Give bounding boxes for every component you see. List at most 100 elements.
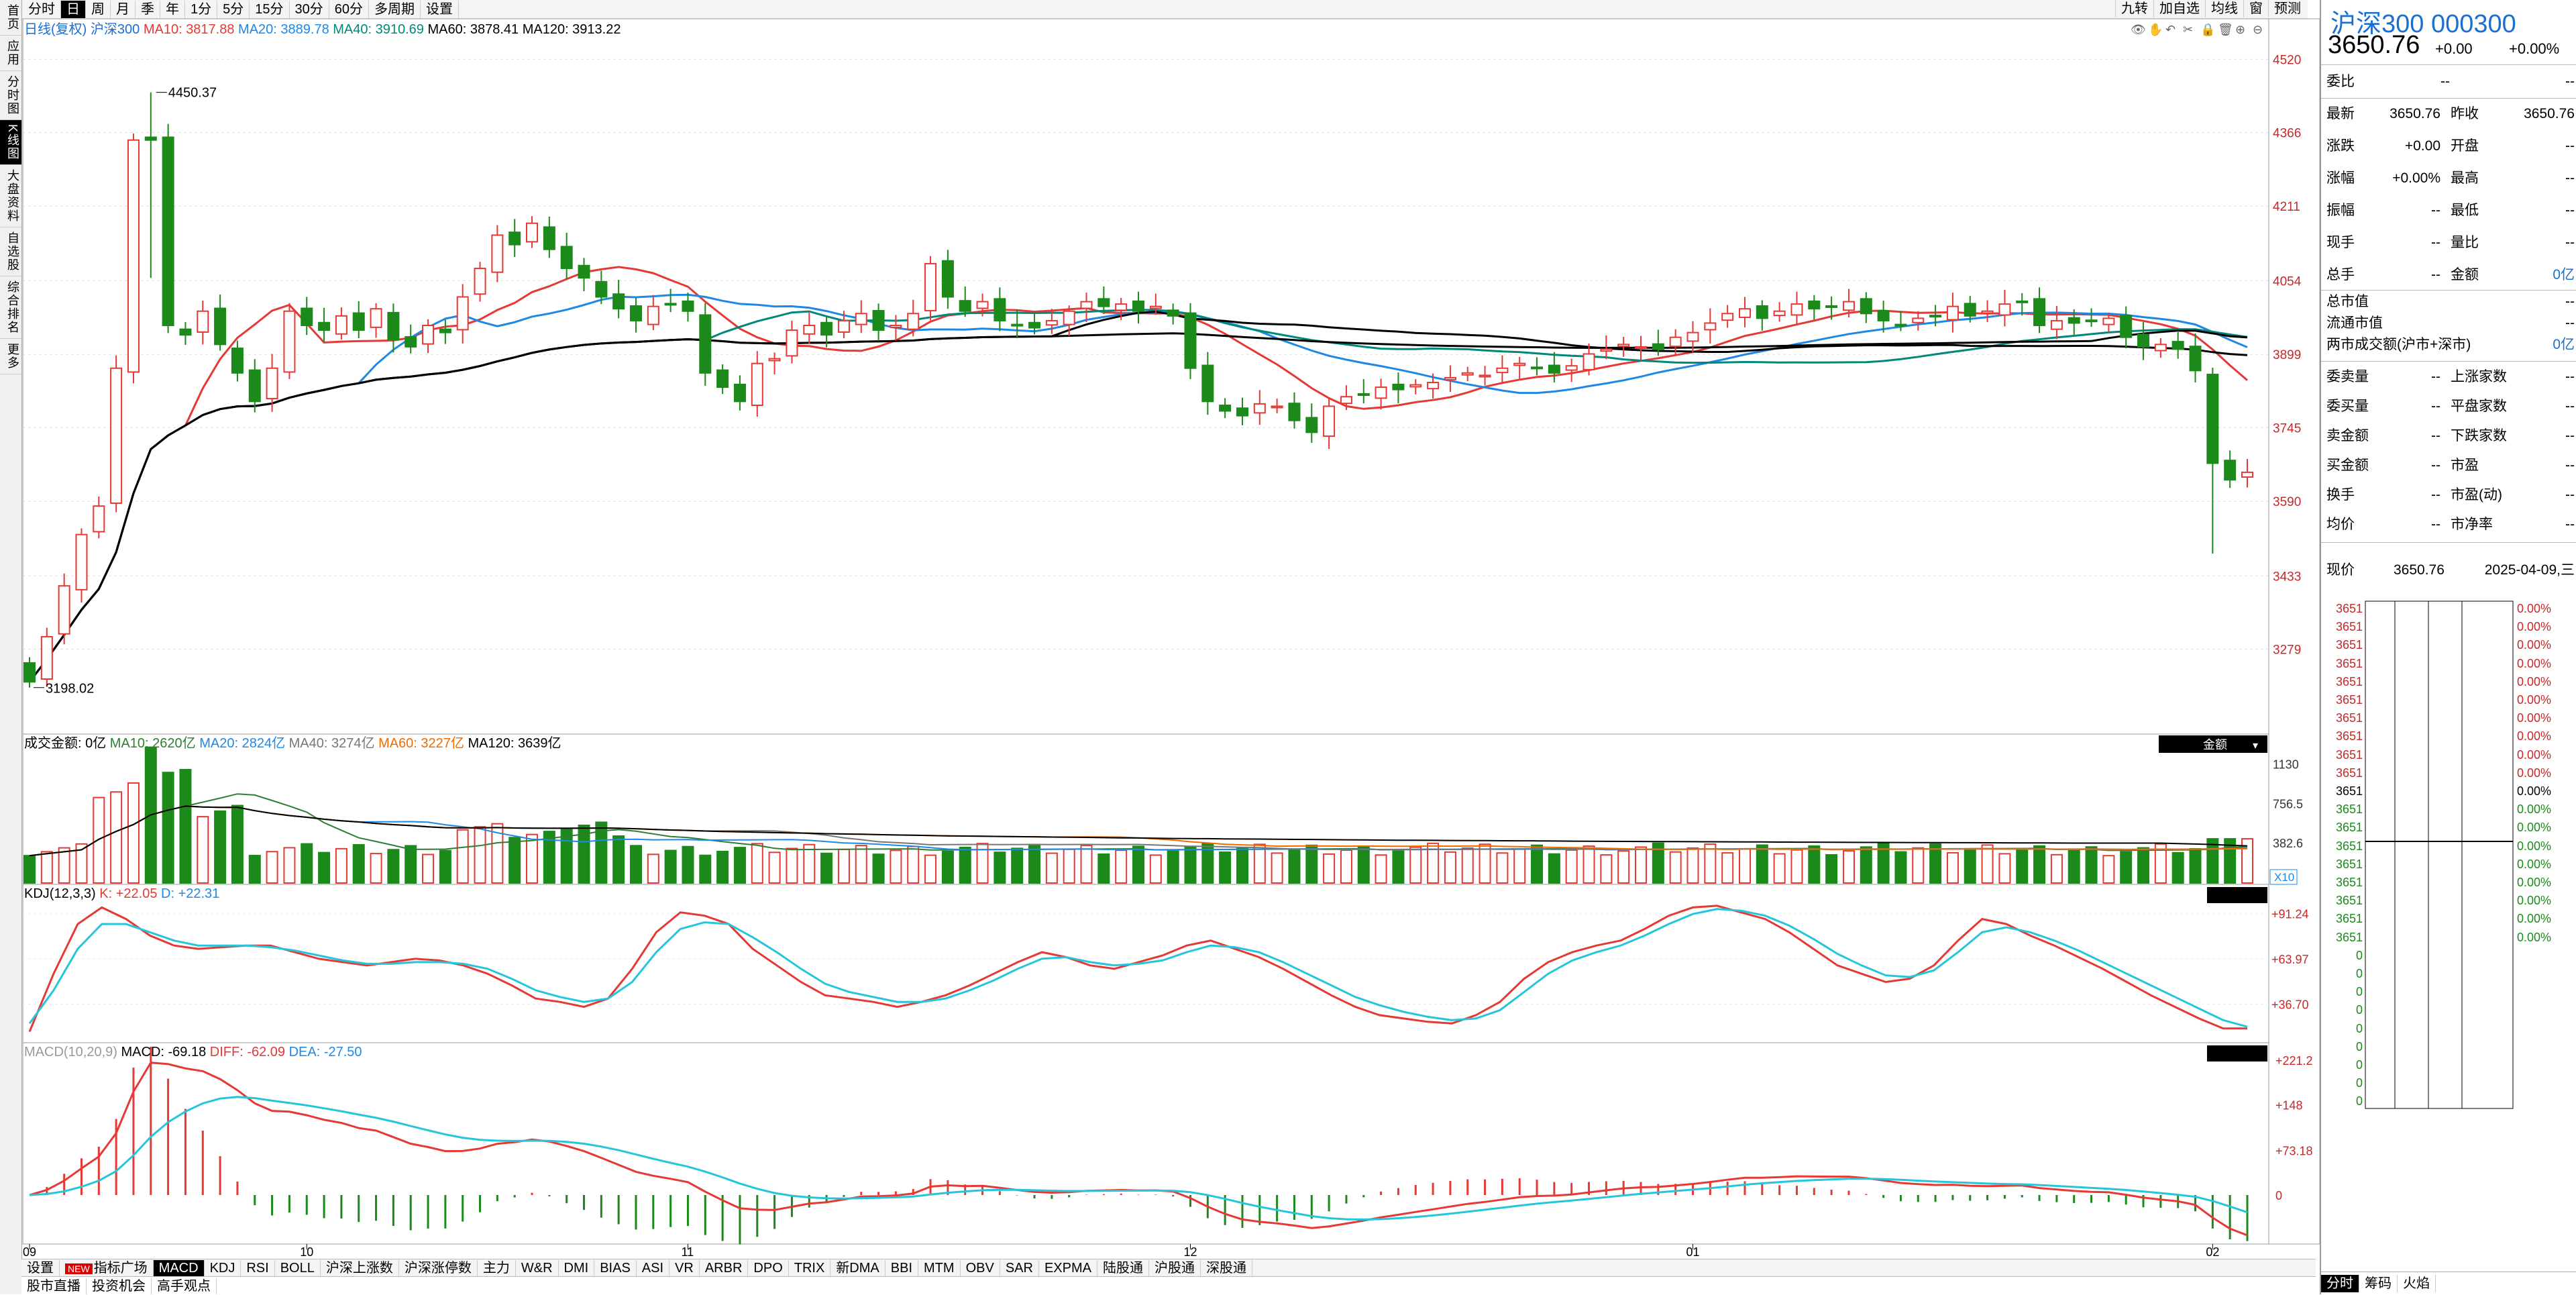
left-nav-item-5[interactable]: 自选股 [0,227,21,277]
indicator-tab-1[interactable]: NEW 指标广场 [60,1260,154,1276]
left-nav-item-7[interactable]: 更多 [0,339,21,375]
quote-tab-0[interactable]: 分时 [2321,1275,2359,1292]
volume-bar [2068,849,2080,884]
eye-icon[interactable]: 👁 [2131,23,2146,36]
volume-selector[interactable] [2159,735,2267,753]
quote-tab-1[interactable]: 筹码 [2359,1275,2398,1292]
indicator-tab-21[interactable]: SAR [1000,1260,1039,1276]
indicator-tab-6[interactable]: 沪深上涨数 [321,1260,399,1276]
left-nav-item-3[interactable]: K线图 [0,120,21,166]
period-button-4[interactable]: 季 [136,1,160,18]
trash-icon[interactable]: 🗑 [2218,23,2233,36]
indicator-tab-23[interactable]: 陆股通 [1097,1260,1149,1276]
indicator-tab-3[interactable]: KDJ [205,1260,241,1276]
volume-bar [422,853,435,884]
volume-bar [1184,846,1197,884]
order-book-pct: 0.00% [2517,766,2552,780]
divider [2321,290,2576,291]
indicator-tab-18[interactable]: BBI [885,1260,919,1276]
candle [543,226,555,250]
tool-button-2[interactable]: 均线 [2205,0,2243,17]
indicator-tab-4[interactable]: RSI [241,1260,275,1276]
indicator-tab-0[interactable]: 设置 [21,1260,60,1276]
order-book-pct: 0.00% [2517,747,2552,762]
period-button-1[interactable]: 日 [61,1,86,18]
order-book-pct: 0.00% [2517,839,2552,853]
indicator-tab-20[interactable]: OBV [961,1260,1000,1276]
period-button-12[interactable]: 设置 [421,1,459,18]
indicator-tab-2[interactable]: MACD [153,1260,205,1276]
indicator-tab-25[interactable]: 深股通 [1201,1260,1252,1276]
volume-bar [907,845,920,884]
quote-v2: 3650.76 [2524,106,2575,121]
period-button-0[interactable]: 分时 [23,1,61,18]
period-button-11[interactable]: 多周期 [369,1,421,18]
candle [214,307,227,346]
indicator-tab-13[interactable]: VR [669,1260,700,1276]
lock-icon[interactable]: 🔒 [2200,23,2215,36]
indicator-tab-9[interactable]: W&R [516,1260,559,1276]
candle [1946,305,1959,321]
period-button-10[interactable]: 60分 [329,1,369,18]
candle [924,262,937,312]
zoom-out-icon[interactable]: ⊖ [2253,23,2263,36]
indicator-tab-17[interactable]: 新DMA [830,1260,885,1276]
y-tick-label: 4520 [2273,53,2301,67]
order-book-pct: 0.00% [2517,729,2552,743]
market-row: 两市成交额(沪市+深市) 0亿 [2326,334,2575,356]
left-nav-item-4[interactable]: 大盘资料 [0,165,21,228]
tool-button-1[interactable]: 加自选 [2153,0,2205,17]
info-tab-2[interactable]: 高手观点 [152,1278,217,1294]
breadth-v: -- [2431,399,2440,414]
hand-icon[interactable]: ✋ [2148,22,2163,36]
candle [1998,303,2011,316]
indicator-tab-24[interactable]: 沪股通 [1149,1260,1201,1276]
candle [733,383,746,403]
left-nav-item-1[interactable]: 应用 [0,36,21,71]
now-price-row: 现价 3650.76 2025-04-09,三 [2326,556,2575,585]
kdj-legend: KDJ(12,3,3) K: +22.05 D: +22.31 [24,886,219,901]
volume-bar [248,855,261,884]
indicator-tab-10[interactable]: DMI [559,1260,595,1276]
period-button-8[interactable]: 15分 [250,1,290,18]
order-book-row: 3651 0.00% [2321,925,2576,951]
period-button-9[interactable]: 30分 [290,1,329,18]
period-button-2[interactable]: 周 [86,1,111,18]
order-book-row: 3651 0.00% [2321,614,2576,640]
candle [612,293,625,310]
quote-tab-2[interactable]: 火焰 [2398,1275,2436,1292]
left-nav-item-0[interactable]: 首页 [0,0,21,36]
tool-button-3[interactable]: 窗 [2243,0,2268,17]
indicator-tab-12[interactable]: ASI [637,1260,670,1276]
indicator-tab-label: 沪深涨停数 [404,1261,472,1276]
indicator-tab-16[interactable]: TRIX [789,1260,831,1276]
left-nav-item-6[interactable]: 综合排名 [0,276,21,340]
scissors-icon[interactable]: ✂ [2183,23,2193,36]
candle [1063,310,1075,325]
info-tab-1[interactable]: 投资机会 [87,1278,152,1294]
tool-button-4[interactable]: 预测 [2268,0,2306,17]
tool-button-0[interactable]: 九转 [2115,0,2153,17]
period-button-5[interactable]: 年 [160,1,185,18]
chart-tool-icons: 👁 ✋ ↶ ✂ 🔒 🗑 ⊕ ⊖ [2131,22,2263,36]
indicator-tab-22[interactable]: EXPMA [1039,1260,1097,1276]
info-tab-0[interactable]: 股市直播 [21,1278,87,1294]
candle [387,311,400,341]
volume-bar [1167,850,1179,884]
volume-bar [231,805,244,884]
undo-icon[interactable]: ↶ [2165,23,2176,36]
period-button-6[interactable]: 1分 [185,1,218,18]
volume-bar [1496,852,1509,884]
indicator-tab-11[interactable]: BIAS [594,1260,637,1276]
period-button-7[interactable]: 5分 [217,1,250,18]
left-nav-item-2[interactable]: 分时图 [0,71,21,120]
indicator-tab-7[interactable]: 沪深涨停数 [399,1260,478,1276]
indicator-tab-19[interactable]: MTM [918,1260,961,1276]
indicator-tab-15[interactable]: DPO [748,1260,789,1276]
zoom-in-icon[interactable]: ⊕ [2235,23,2245,36]
market-value: -- [2565,315,2575,331]
indicator-tab-8[interactable]: 主力 [478,1260,516,1276]
indicator-tab-14[interactable]: ARBR [700,1260,749,1276]
indicator-tab-5[interactable]: BOLL [275,1260,321,1276]
period-button-3[interactable]: 月 [111,1,136,18]
